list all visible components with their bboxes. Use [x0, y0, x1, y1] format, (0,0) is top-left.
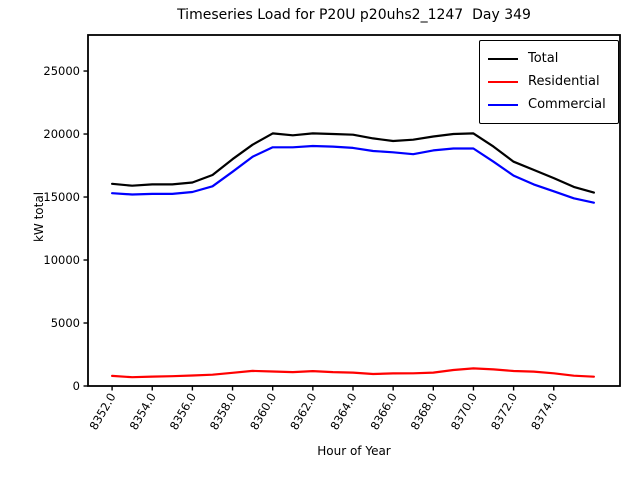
- residential-line: [110, 367, 596, 379]
- legend-entry-commercial: Commercial: [488, 93, 612, 116]
- total-line-sample: [488, 57, 518, 60]
- residential-line-sample: [488, 80, 518, 83]
- legend-entry-total: Total: [488, 47, 612, 70]
- legend-entry-residential: Residential: [488, 70, 612, 93]
- x-tick-label: 8374.0: [528, 391, 560, 433]
- x-tick-label: 8362.0: [287, 391, 319, 433]
- legend-label-total: Total: [528, 51, 559, 66]
- y-tick-label: 15000: [43, 190, 80, 204]
- total-line: [110, 132, 596, 194]
- x-tick-label: 8364.0: [327, 391, 359, 433]
- y-tick-label: 10000: [43, 253, 80, 267]
- y-tick-label: 5000: [51, 316, 80, 330]
- legend-label-residential: Residential: [528, 74, 600, 89]
- x-tick-label: 8372.0: [488, 391, 520, 433]
- x-tick-label: 8368.0: [408, 391, 440, 433]
- commercial-line: [110, 144, 596, 204]
- x-tick-label: 8356.0: [167, 391, 199, 433]
- x-tick-label: 8354.0: [127, 391, 159, 433]
- y-tick-label: 0: [73, 379, 80, 393]
- axes-frame: [87, 34, 621, 387]
- x-tick-label: 8352.0: [86, 391, 118, 433]
- x-tick-label: 8366.0: [367, 391, 399, 433]
- chart-title: Timeseries Load for P20U p20uhs2_1247 Da…: [177, 7, 531, 23]
- y-tick-label: 20000: [43, 127, 80, 141]
- legend-label-commercial: Commercial: [528, 97, 606, 112]
- commercial-line-sample: [488, 103, 518, 106]
- x-axis-label: Hour of Year: [317, 444, 391, 458]
- x-tick-label: 8360.0: [247, 391, 279, 433]
- legend: Total Residential Commercial: [479, 40, 619, 124]
- y-tick-label: 25000: [43, 64, 80, 78]
- x-tick-label: 8370.0: [448, 391, 480, 433]
- x-tick-label: 8358.0: [207, 391, 239, 433]
- y-axis-label: kW total: [32, 191, 47, 243]
